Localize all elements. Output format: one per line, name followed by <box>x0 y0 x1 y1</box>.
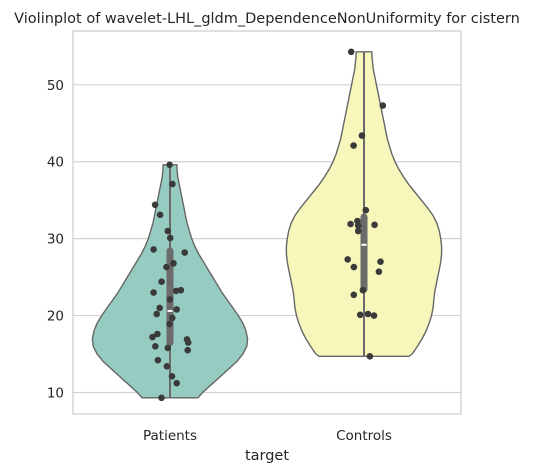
data-point <box>156 211 164 219</box>
data-point <box>169 314 176 322</box>
data-point <box>344 256 352 263</box>
data-point <box>377 258 384 266</box>
data-point <box>379 102 387 109</box>
plot-frame <box>72 30 462 415</box>
data-point <box>350 142 357 149</box>
data-point <box>184 346 191 354</box>
data-point <box>358 132 366 139</box>
data-point <box>350 291 358 299</box>
data-point <box>350 263 358 271</box>
data-point <box>359 286 367 294</box>
data-point <box>347 220 354 228</box>
data-point <box>158 278 165 286</box>
data-point <box>164 344 172 352</box>
chart-title: Violinplot of wavelet-LHL_gldm_Dependenc… <box>14 11 520 27</box>
data-point <box>173 379 180 387</box>
y-tick-label: 30 <box>47 232 64 248</box>
x-tick-label: Patients <box>143 428 197 444</box>
data-point <box>371 221 378 229</box>
x-tick-labels: Patients Controls <box>143 428 392 444</box>
data-point <box>150 289 157 296</box>
y-tick-label: 40 <box>47 155 64 171</box>
data-point <box>364 310 372 318</box>
strip-points <box>149 48 387 402</box>
y-tick-label: 10 <box>47 385 64 401</box>
data-point <box>166 161 173 169</box>
data-point <box>168 373 176 380</box>
data-point <box>170 260 177 267</box>
data-point <box>173 306 180 313</box>
x-axis-label: target <box>245 448 289 464</box>
data-point <box>151 201 159 209</box>
data-point <box>366 353 374 360</box>
data-point <box>164 227 172 235</box>
data-point <box>154 356 162 364</box>
data-point <box>163 263 170 271</box>
data-point <box>181 249 188 256</box>
data-point <box>347 48 355 56</box>
data-point <box>166 234 174 242</box>
data-point <box>154 330 161 338</box>
data-point <box>354 222 362 229</box>
data-point <box>166 296 174 303</box>
data-point <box>362 206 370 214</box>
data-point <box>149 333 156 341</box>
data-point <box>172 287 180 295</box>
y-tick-label: 50 <box>47 78 64 94</box>
data-point <box>184 339 192 346</box>
data-point <box>156 304 163 312</box>
data-point <box>354 227 362 235</box>
data-point <box>152 343 159 350</box>
x-tick-label: Controls <box>336 428 392 444</box>
data-point <box>375 268 383 276</box>
data-point <box>166 320 173 328</box>
data-point <box>150 246 157 253</box>
y-tick-labels: 10 20 30 40 50 <box>47 78 64 402</box>
data-point <box>163 363 171 370</box>
data-point <box>356 311 364 319</box>
data-point <box>169 180 176 188</box>
data-point <box>370 312 378 319</box>
data-point <box>158 394 165 402</box>
y-tick-label: 20 <box>47 309 64 325</box>
data-point <box>153 310 160 318</box>
